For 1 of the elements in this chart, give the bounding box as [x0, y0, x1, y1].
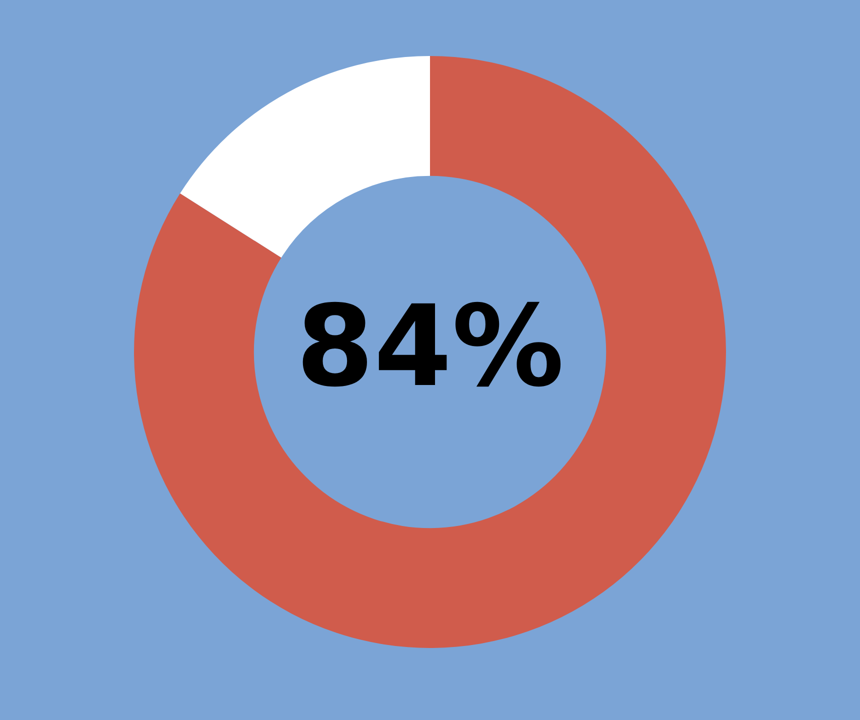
data-label: 84% — [296, 282, 564, 412]
